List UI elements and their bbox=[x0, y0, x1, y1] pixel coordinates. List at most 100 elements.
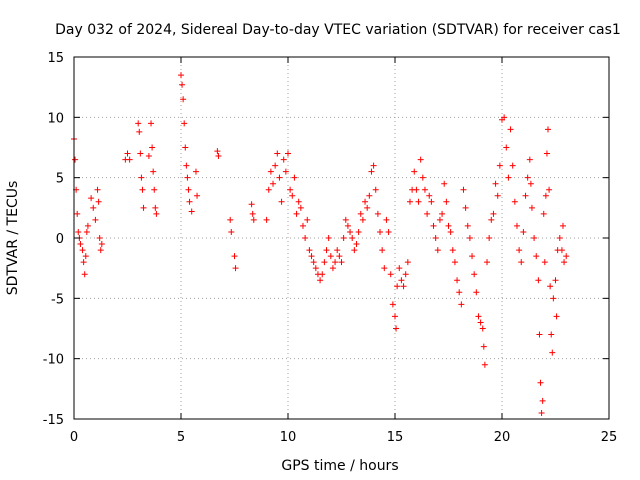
data-point bbox=[372, 186, 379, 193]
data-point bbox=[270, 180, 277, 187]
data-point bbox=[152, 204, 159, 211]
data-point bbox=[88, 195, 95, 202]
data-point bbox=[454, 277, 461, 284]
data-point bbox=[274, 150, 281, 157]
data-point bbox=[289, 192, 296, 199]
y-tick-label: 5 bbox=[56, 172, 64, 187]
data-point bbox=[137, 150, 144, 157]
data-point bbox=[297, 204, 304, 211]
x-tick-label: 10 bbox=[280, 430, 297, 445]
data-point bbox=[522, 192, 529, 199]
data-point bbox=[136, 128, 143, 135]
data-point bbox=[151, 186, 158, 193]
data-point bbox=[124, 150, 131, 157]
data-point bbox=[231, 253, 238, 260]
data-point bbox=[392, 313, 398, 320]
data-point bbox=[308, 253, 315, 260]
data-points bbox=[71, 72, 570, 416]
data-point bbox=[81, 271, 88, 278]
data-point bbox=[280, 156, 287, 163]
data-point bbox=[543, 150, 550, 157]
data-point bbox=[460, 186, 467, 193]
data-point bbox=[481, 361, 488, 368]
data-point bbox=[524, 174, 531, 181]
data-point bbox=[317, 277, 324, 284]
data-point bbox=[98, 241, 105, 248]
data-point bbox=[72, 156, 79, 163]
data-point bbox=[336, 253, 343, 260]
data-point bbox=[539, 397, 546, 404]
data-point bbox=[411, 168, 418, 175]
data-point bbox=[549, 349, 556, 356]
data-point bbox=[509, 162, 516, 169]
y-tick-label: -5 bbox=[51, 292, 64, 307]
data-point bbox=[479, 325, 486, 332]
data-point bbox=[342, 216, 349, 223]
data-point bbox=[368, 168, 375, 175]
data-point bbox=[542, 192, 549, 199]
data-point bbox=[126, 156, 133, 163]
data-point bbox=[494, 192, 501, 199]
data-point bbox=[349, 235, 356, 241]
data-point bbox=[541, 259, 548, 266]
data-point bbox=[546, 186, 553, 193]
data-point bbox=[400, 283, 407, 290]
data-point bbox=[415, 198, 422, 205]
data-point bbox=[340, 235, 347, 241]
data-point bbox=[379, 247, 386, 254]
data-point bbox=[533, 253, 540, 260]
data-point bbox=[304, 216, 311, 223]
data-point bbox=[492, 180, 499, 187]
data-point bbox=[148, 120, 155, 127]
data-point bbox=[413, 186, 420, 193]
data-point bbox=[334, 247, 341, 254]
data-point bbox=[518, 259, 525, 266]
data-point bbox=[310, 259, 317, 266]
x-axis-title: GPS time / hours bbox=[281, 458, 398, 474]
data-point bbox=[293, 210, 300, 217]
data-point bbox=[475, 313, 482, 320]
data-point bbox=[138, 174, 145, 181]
data-point bbox=[424, 210, 431, 217]
data-point bbox=[434, 247, 441, 254]
data-point bbox=[528, 204, 535, 211]
data-point bbox=[513, 222, 520, 229]
chart-title: Day 032 of 2024, Sidereal Day-to-day VTE… bbox=[55, 22, 621, 38]
data-point bbox=[249, 210, 256, 217]
data-point bbox=[458, 301, 465, 308]
data-point bbox=[563, 253, 570, 260]
data-point bbox=[449, 247, 456, 254]
data-point bbox=[503, 144, 510, 151]
data-point bbox=[389, 301, 396, 308]
data-point bbox=[299, 222, 306, 229]
data-point bbox=[139, 186, 146, 193]
data-point bbox=[561, 259, 568, 266]
data-point bbox=[535, 277, 542, 284]
data-point bbox=[82, 253, 89, 260]
data-point bbox=[451, 259, 458, 266]
data-point bbox=[374, 210, 381, 217]
data-point bbox=[441, 180, 448, 187]
data-point bbox=[184, 174, 191, 181]
y-tick-label: 10 bbox=[47, 111, 64, 126]
data-point bbox=[447, 228, 454, 235]
data-point bbox=[332, 259, 339, 266]
data-point bbox=[180, 96, 187, 103]
data-point bbox=[516, 247, 523, 254]
data-point bbox=[439, 210, 446, 217]
data-point bbox=[291, 174, 298, 181]
data-point bbox=[486, 235, 493, 241]
data-point bbox=[362, 198, 369, 205]
data-point bbox=[430, 222, 437, 229]
data-point bbox=[471, 271, 478, 278]
data-point bbox=[404, 259, 411, 266]
data-point bbox=[396, 265, 403, 272]
data-point bbox=[183, 162, 190, 169]
data-point bbox=[538, 409, 545, 416]
data-point bbox=[347, 228, 354, 235]
data-point bbox=[480, 343, 487, 350]
data-point bbox=[325, 235, 332, 241]
data-point bbox=[353, 241, 360, 248]
data-point bbox=[80, 259, 87, 266]
